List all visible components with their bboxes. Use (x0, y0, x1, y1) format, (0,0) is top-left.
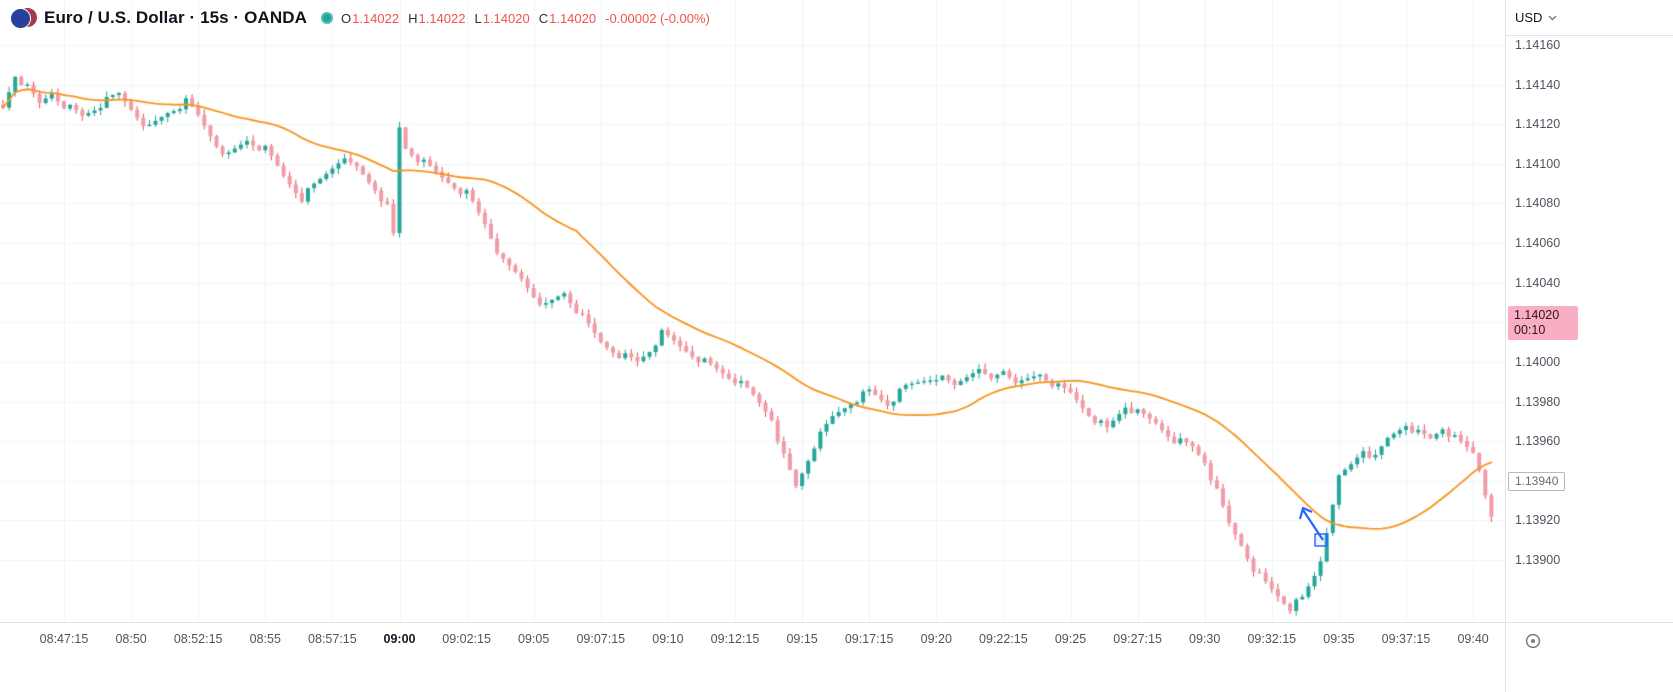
chevron-down-icon[interactable] (1548, 15, 1557, 21)
close-value: 1.14020 (549, 10, 597, 26)
symbol-pair-logo-icon[interactable] (10, 7, 37, 29)
symbol-title[interactable]: Euro / U.S. Dollar · 15s · OANDA (44, 8, 307, 27)
price-axis-label: 1.14060 (1515, 236, 1561, 251)
time-axis-label: 09:10 (652, 632, 684, 646)
time-axis-label: 09:00 (383, 632, 416, 646)
time-axis-label: 09:17:15 (844, 632, 894, 646)
time-axis-label: 08:50 (115, 632, 147, 646)
price-axis-label: 1.14140 (1515, 77, 1561, 92)
time-axis-label: 09:40 (1457, 632, 1489, 646)
change-value: -0.00002 (-0.00%) (605, 10, 710, 26)
series-marker-dot-icon (320, 12, 333, 24)
time-axis-label: 09:35 (1323, 632, 1355, 646)
price-axis-label: 1.14040 (1515, 275, 1561, 290)
time-axis-label: 08:57:15 (308, 632, 357, 646)
open-label: O (340, 10, 352, 26)
price-axis[interactable]: USD 1.14020 00:10 1.13940 1.14160 1.14140… (1506, 0, 1673, 622)
time-axis-label: 09:15 (786, 632, 818, 646)
price-axis-separator (1505, 0, 1506, 692)
chart-pane[interactable]: Euro / U.S. Dollar · 15s · OANDA O 1.1402… (0, 0, 1505, 622)
time-axis-label: 09:20 (920, 632, 952, 646)
price-axis-label: 1.14100 (1515, 156, 1561, 171)
currency-selector[interactable]: USD (1515, 10, 1543, 25)
price-axis-label: 1.14080 (1515, 196, 1561, 211)
price-axis-label: 1.14000 (1515, 354, 1561, 369)
time-axis-label: 09:25 (1054, 632, 1087, 646)
time-axis-label: 08:52:15 (173, 632, 223, 646)
price-axis-header[interactable]: USD (1506, 0, 1673, 36)
last-price-value: 1.14020 (1514, 308, 1560, 323)
open-value: 1.14022 (352, 10, 400, 26)
time-axis-label: 08:47:15 (39, 632, 89, 646)
low-label: L (474, 10, 482, 26)
low-value: 1.14020 (482, 10, 530, 26)
bar-countdown: 00:10 (1514, 323, 1546, 338)
annotation-handle[interactable] (1314, 532, 1328, 547)
time-axis-label: 09:37:15 (1381, 632, 1431, 646)
time-axis-label: 09:02:15 (442, 632, 491, 646)
time-axis-label: 09:32:15 (1247, 632, 1297, 646)
time-axis-label: 09:27:15 (1113, 632, 1162, 646)
price-axis-label: 1.13980 (1515, 394, 1561, 409)
time-axis-label: 08:55 (249, 632, 281, 646)
chart-legend: Euro / U.S. Dollar · 15s · OANDA O 1.1402… (10, 7, 710, 29)
high-label: H (408, 10, 418, 26)
ma-price-label: 1.13940 (1508, 471, 1566, 491)
candlestick-chart-canvas[interactable] (0, 0, 1505, 622)
time-axis[interactable]: 08:47:15 08:50 08:52:15 08:55 08:57:15 09:00 0… (0, 622, 1673, 692)
price-axis-label: 1.14120 (1515, 117, 1561, 132)
price-axis-label: 1.13960 (1515, 434, 1561, 449)
time-axis-label: 09:05 (518, 632, 550, 646)
last-price-badge[interactable]: 1.14020 00:10 (1508, 306, 1578, 341)
price-axis-label: 1.14160 (1515, 38, 1561, 52)
ohlc-readout: O 1.14022 H 1.14022 L 1.14020 C 1.14020 -0.0… (341, 11, 710, 26)
time-axis-label: 09:22:15 (979, 632, 1028, 646)
price-axis-label: 1.13920 (1515, 513, 1561, 528)
time-axis-label: 09:07:15 (576, 632, 626, 646)
target-icon[interactable] (1522, 630, 1544, 652)
close-label: C (538, 10, 549, 26)
time-axis-label: 09:30 (1189, 632, 1221, 646)
high-value: 1.14022 (418, 10, 466, 26)
eur-flag-icon (10, 8, 31, 29)
price-axis-label: 1.13900 (1515, 553, 1561, 567)
time-axis-label: 09:12:15 (710, 632, 760, 646)
arrow-drawing-annotation[interactable] (1296, 503, 1332, 551)
